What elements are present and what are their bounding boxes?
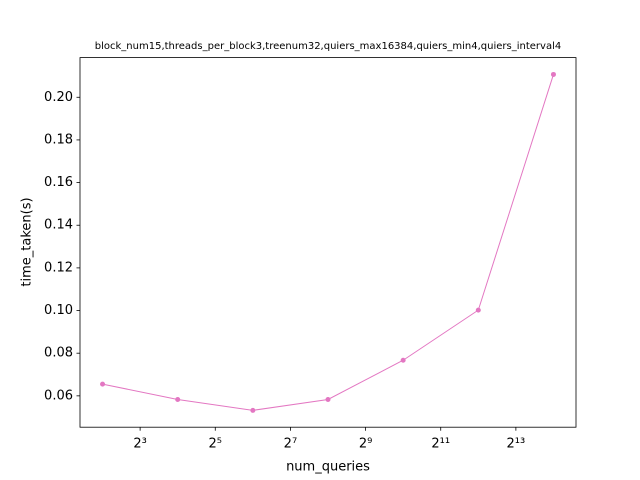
marker xyxy=(400,357,406,363)
y-tick-label: 0.14 xyxy=(44,218,73,233)
x-tick-label: 2⁵ xyxy=(209,437,222,452)
x-tick-label: 2⁹ xyxy=(359,437,372,452)
x-tick-label: 2¹³ xyxy=(507,437,526,452)
marker xyxy=(475,307,481,313)
y-tick-label: 0.12 xyxy=(44,260,73,275)
marker xyxy=(250,407,256,413)
y-tick-label: 0.18 xyxy=(44,132,73,147)
y-tick-label: 0.20 xyxy=(44,90,73,105)
y-tick-label: 0.06 xyxy=(44,388,73,403)
y-tick-label: 0.16 xyxy=(44,175,73,190)
x-axis-label: num_queries xyxy=(286,460,370,475)
x-tick-label: 2³ xyxy=(133,437,146,452)
marker xyxy=(100,381,106,387)
marker xyxy=(325,396,331,402)
x-tick-label: 2¹¹ xyxy=(431,437,450,452)
y-axis-label: time_taken(s) xyxy=(20,197,35,286)
x-tick-label: 2⁷ xyxy=(284,437,297,452)
marker xyxy=(550,71,556,77)
axes-frame xyxy=(79,57,577,428)
marker xyxy=(175,396,181,402)
y-tick-label: 0.10 xyxy=(44,303,73,318)
y-tick-label: 0.08 xyxy=(44,346,73,361)
chart-title: block_num15,threads_per_block3,treenum32… xyxy=(95,41,561,52)
